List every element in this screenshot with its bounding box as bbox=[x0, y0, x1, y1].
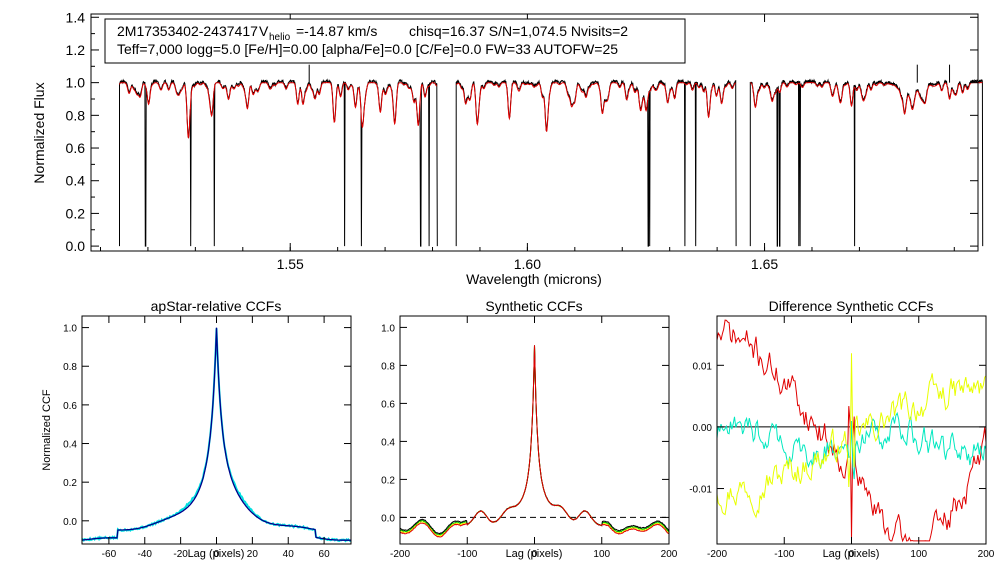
spectrum-model-line bbox=[455, 82, 736, 132]
difference-ccf-ticks: -200 -100 0 100 200 0.01 0.00 -0.01 bbox=[689, 316, 995, 560]
spectrum-ytick-label: 0.6 bbox=[66, 140, 86, 156]
spectrum-observed-line bbox=[455, 78, 737, 247]
synthetic-ccf-xtick-label: -100 bbox=[457, 549, 477, 560]
spectrum-frame bbox=[90, 13, 979, 252]
spectrum-ytick-label: 0.4 bbox=[66, 173, 86, 189]
apstar-ccf-plot-area bbox=[81, 327, 352, 543]
apstar-ccf-xtick-label: -20 bbox=[173, 549, 188, 560]
difference-ccf-plot-area bbox=[716, 319, 987, 543]
difference-ccf-line bbox=[716, 353, 987, 519]
info-v-subscript: helio bbox=[269, 32, 291, 43]
synthetic-ccf-xtick-label: 100 bbox=[593, 549, 610, 560]
spectrum-panel: 0.0 0.2 0.4 0.6 0.8 1.0 1.2 1.4 1.55 1.60 1.65 Wav… bbox=[31, 9, 984, 287]
difference-ccf-xtick-label: -200 bbox=[707, 549, 727, 560]
spectrum-observed-line bbox=[749, 78, 984, 247]
synthetic-ccf-xlabel: Lag (pixels) bbox=[506, 548, 563, 560]
synthetic-ccf-ytick-label: 0.2 bbox=[381, 475, 395, 486]
apstar-ccf-line bbox=[81, 328, 352, 543]
spectrum-xtick-label: 1.60 bbox=[514, 256, 541, 272]
apstar-ccf-xtick-label: -40 bbox=[138, 549, 153, 560]
synthetic-ccf-title: Synthetic CCFs bbox=[485, 298, 582, 314]
spectrum-plot-area bbox=[119, 64, 984, 247]
difference-ccf-xtick-label: 200 bbox=[978, 549, 995, 560]
apstar-ccf-xtick-label: -60 bbox=[102, 549, 117, 560]
difference-ccf-xtick-label: 100 bbox=[910, 549, 927, 560]
difference-ccf-xtick-label: -100 bbox=[774, 549, 794, 560]
difference-ccf-ytick-label: 0.00 bbox=[693, 423, 713, 434]
info-star-id: 2M17353402-2437417 bbox=[117, 23, 258, 39]
spectrum-ytick-label: 0.2 bbox=[66, 205, 86, 221]
apstar-ccf-ytick-label: 1.0 bbox=[63, 324, 77, 335]
synthetic-ccf-line bbox=[399, 345, 670, 536]
apstar-ccf-title: apStar-relative CCFs bbox=[151, 298, 282, 314]
difference-ccf-title: Difference Synthetic CCFs bbox=[769, 298, 934, 314]
apstar-ccf-xtick-label: 60 bbox=[319, 549, 331, 560]
synthetic-ccf-ytick-label: 0.6 bbox=[381, 399, 395, 410]
synthetic-ccf-xtick-label: 200 bbox=[661, 549, 678, 560]
apstar-ccf-line bbox=[81, 327, 351, 541]
synthetic-ccf-ticks: -200 -100 0 100 200 0.0 0.2 0.4 0.6 0.8 1.0 bbox=[381, 316, 678, 560]
synthetic-ccf-xtick-label: 0 bbox=[532, 549, 538, 560]
apstar-ccf-ytick-label: 0.2 bbox=[63, 478, 77, 489]
apstar-ccf-ytick-label: 0.4 bbox=[63, 440, 77, 451]
spectrum-ytick-label: 1.4 bbox=[66, 9, 86, 25]
spectrum-model-line bbox=[119, 82, 438, 139]
apstar-ccf-ylabel: Normalized CCF bbox=[41, 389, 53, 471]
apstar-ccf-xlabel: Lag (pixels) bbox=[188, 548, 245, 560]
difference-ccf-panel: Difference Synthetic CCFs -200 -100 0 100 20… bbox=[689, 298, 995, 560]
spectrum-ytick-label: 0.0 bbox=[66, 238, 86, 254]
spectrum-ytick-label: 1.2 bbox=[66, 42, 86, 58]
synthetic-ccf-ytick-label: 0.0 bbox=[381, 513, 395, 524]
info-box-frame bbox=[104, 18, 686, 64]
info-box: 2M17353402-2437417 V helio =-14.87 km/s … bbox=[104, 18, 686, 64]
spectrum-ytick-label: 0.8 bbox=[66, 107, 86, 123]
difference-ccf-xtick-label: 0 bbox=[849, 549, 855, 560]
synthetic-ccf-plot-area bbox=[399, 345, 670, 538]
spectrum-xlabel: Wavelength (microns) bbox=[466, 271, 602, 287]
info-params: Teff=7,000 logg=5.0 [Fe/H]=0.00 [alpha/F… bbox=[117, 41, 618, 57]
synthetic-ccf-ytick-label: 0.8 bbox=[381, 361, 395, 372]
info-stats: chisq=16.37 S/N=1,074.5 Nvisits=2 bbox=[409, 23, 628, 39]
difference-ccf-line bbox=[716, 411, 987, 480]
difference-ccf-ytick-label: -0.01 bbox=[689, 485, 712, 496]
synthetic-ccf-line bbox=[399, 345, 670, 537]
difference-ccf-ytick-label: 0.01 bbox=[693, 361, 713, 372]
spectrum-xtick-label: 1.55 bbox=[277, 256, 304, 272]
spectrum-ytick-label: 1.0 bbox=[66, 75, 86, 91]
apstar-ccf-ticks: -60 -40 -20 0 20 40 60 0.0 0.2 0.4 0.6 0.8 1.0 bbox=[63, 316, 351, 560]
spectrum-observed-line bbox=[119, 78, 438, 247]
apstar-ccf-ytick-label: 0.8 bbox=[63, 362, 77, 373]
info-v-symbol: V bbox=[259, 23, 269, 39]
spectrum-model-line bbox=[750, 82, 983, 115]
spectrum-ylabel: Normalized Flux bbox=[31, 82, 47, 183]
apstar-ccf-xtick-label: 40 bbox=[283, 549, 295, 560]
synthetic-ccf-panel: Synthetic CCFs -200 -100 0 100 200 0.0 0.2 0.4 0… bbox=[381, 298, 678, 560]
spectrum-xtick-label: 1.65 bbox=[751, 256, 778, 272]
apstar-ccf-ytick-label: 0.0 bbox=[63, 517, 77, 528]
info-velocity: =-14.87 km/s bbox=[296, 23, 377, 39]
apstar-ccf-xtick-label: 0 bbox=[214, 549, 220, 560]
apstar-ccf-panel: apStar-relative CCFs -60 -40 -20 0 20 40 60 0.0… bbox=[41, 298, 352, 560]
synthetic-ccf-ytick-label: 0.4 bbox=[381, 437, 395, 448]
synthetic-ccf-line bbox=[399, 345, 670, 538]
apstar-ccf-ytick-label: 0.6 bbox=[63, 401, 77, 412]
synthetic-ccf-ytick-label: 1.0 bbox=[381, 323, 395, 334]
difference-ccf-xlabel: Lag (pixels) bbox=[823, 548, 880, 560]
synthetic-ccf-xtick-label: -200 bbox=[390, 549, 410, 560]
spectrum-ticks: 0.0 0.2 0.4 0.6 0.8 1.0 1.2 1.4 1.55 1.60 1.65 bbox=[66, 9, 978, 272]
synthetic-ccf-line bbox=[399, 345, 670, 535]
apstar-ccf-xtick-label: 20 bbox=[247, 549, 259, 560]
